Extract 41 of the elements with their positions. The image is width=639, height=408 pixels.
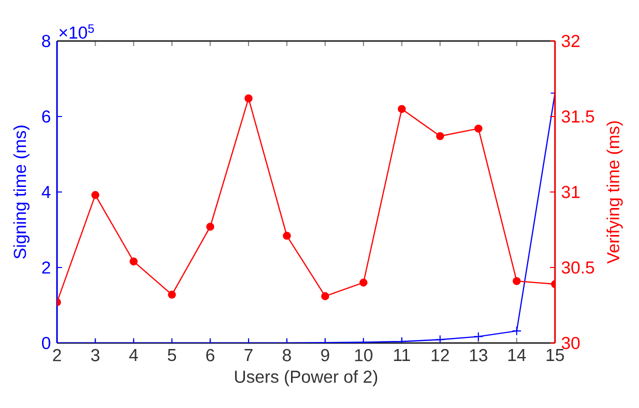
point	[435, 334, 445, 343]
x-tick-label: 9	[321, 349, 330, 362]
point	[321, 292, 330, 300]
x-axis-title: Users (Power of 2)	[235, 370, 378, 386]
point	[168, 290, 176, 299]
x-tick-label: 5	[168, 349, 176, 362]
point	[244, 94, 253, 102]
y2-tick-label: 30.5	[562, 261, 594, 274]
x-tick-label: 8	[282, 349, 291, 362]
x-tick-label: 11	[394, 349, 410, 361]
y-tick-label: 0	[42, 336, 50, 350]
y-axis-title: Signing time (ms)	[13, 126, 30, 259]
x-tick-label: 2	[53, 349, 61, 362]
point	[91, 191, 100, 200]
x-tick-label: 14	[508, 349, 526, 361]
point	[436, 132, 444, 140]
x-tick-label: 7	[244, 349, 252, 361]
point	[282, 232, 291, 240]
y-tick-label: 6	[42, 110, 50, 123]
y2-tick-label: 32	[562, 34, 580, 48]
point	[359, 278, 368, 287]
y-tick-label: 2	[42, 261, 50, 274]
point	[474, 124, 482, 133]
y2-tick-label: 30	[562, 336, 580, 350]
y2-tick-label: 31	[562, 186, 580, 198]
x-tick-label: 4	[129, 349, 138, 361]
point	[206, 222, 214, 231]
x-tick-label: 10	[355, 349, 372, 362]
point	[398, 104, 406, 113]
text: ×10$^{5}$	[59, 24, 94, 39]
x-tick-label: 3	[91, 349, 100, 362]
point	[512, 277, 521, 286]
x-tick-label: 15	[546, 349, 564, 362]
y2-axis-title: Verifying time (ms)	[606, 121, 623, 264]
point	[130, 257, 138, 266]
x-tick-label: 12	[432, 349, 449, 362]
y2-tick-label: 31.5	[562, 110, 594, 123]
x-tick-label: 13	[470, 349, 488, 362]
y-tick-label: 4	[42, 186, 50, 198]
x-tick-label: 6	[206, 349, 214, 362]
y-tick-label: 8	[42, 34, 50, 48]
